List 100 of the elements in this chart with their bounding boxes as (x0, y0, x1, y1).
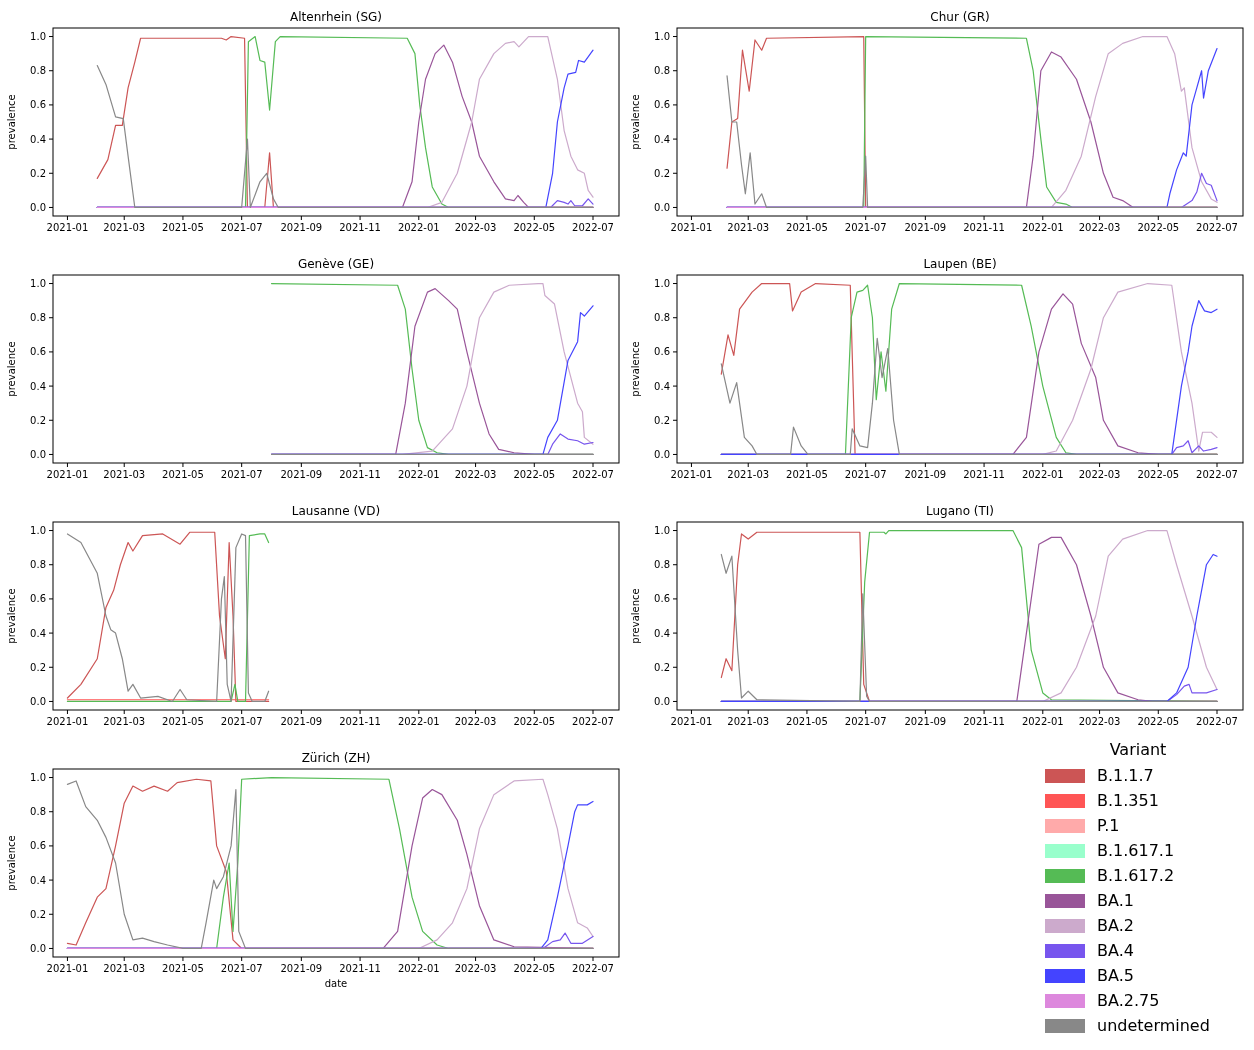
y-tick-label: 0.2 (654, 661, 670, 673)
legend-label: BA.2 (1097, 916, 1134, 935)
x-tick-label: 2022-01 (397, 222, 440, 233)
x-tick-label: 2021-07 (220, 716, 263, 727)
y-tick-label: 1.0 (30, 525, 46, 537)
legend-label: B.1.351 (1097, 791, 1159, 810)
x-tick-label: 2021-09 (280, 222, 323, 233)
y-tick-label: 0.6 (30, 346, 46, 358)
y-axis-title: prevalence (630, 94, 641, 150)
chart-title: Lugano (TI) (925, 504, 995, 518)
x-tick-label: 2022-07 (572, 716, 614, 727)
x-tick-label: 2021-03 (103, 469, 146, 480)
y-tick-label: 1.0 (30, 31, 46, 43)
x-tick-label: 2021-09 (280, 469, 323, 480)
y-axis-title: prevalence (6, 835, 17, 891)
x-tick-label: 2022-07 (572, 222, 614, 233)
x-tick-label: 2022-03 (1078, 222, 1121, 233)
legend-title: Variant (1109, 740, 1167, 759)
x-tick-label: 2021-03 (727, 716, 770, 727)
y-tick-label: 0.0 (654, 448, 670, 460)
x-tick-label: 2022-03 (454, 716, 497, 727)
x-tick-label: 2021-03 (727, 469, 770, 480)
x-tick-label: 2021-05 (786, 716, 828, 727)
x-tick-label: 2022-03 (1078, 469, 1121, 480)
x-tick-label: 2021-05 (162, 469, 204, 480)
x-tick-label: 2021-11 (339, 222, 381, 233)
x-tick-label: 2022-05 (1137, 222, 1180, 233)
y-tick-label: 0.6 (30, 99, 46, 111)
legend-label: undetermined (1097, 1016, 1210, 1035)
x-tick-label: 2022-05 (513, 469, 556, 480)
y-tick-label: 1.0 (654, 31, 670, 43)
x-tick-label: 2021-05 (786, 222, 828, 233)
x-tick-label: 2021-11 (963, 716, 1005, 727)
x-tick-label: 2022-05 (513, 222, 556, 233)
x-tick-label: 2021-07 (220, 963, 263, 974)
x-tick-label: 2022-01 (397, 716, 440, 727)
y-tick-label: 0.2 (654, 414, 670, 426)
legend-label: P.1 (1097, 816, 1120, 835)
x-tick-label: 2021-07 (220, 222, 263, 233)
chart-title: Zürich (ZH) (301, 751, 371, 765)
y-tick-label: 1.0 (654, 278, 670, 290)
legend-label: B.1.617.2 (1097, 866, 1175, 885)
x-tick-label: 2021-09 (904, 222, 947, 233)
x-tick-label: 2022-07 (1196, 716, 1238, 727)
legend-label: BA.1 (1097, 891, 1134, 910)
legend-label: B.1.1.7 (1097, 766, 1154, 785)
x-axis-title: date (324, 978, 348, 989)
x-tick-label: 2022-03 (454, 469, 497, 480)
x-tick-label: 2022-03 (454, 222, 497, 233)
chart-title: Laupen (BE) (923, 257, 997, 271)
y-tick-label: 0.6 (654, 593, 670, 605)
x-tick-label: 2022-01 (397, 963, 440, 974)
x-tick-label: 2021-01 (670, 469, 713, 480)
x-tick-label: 2021-05 (162, 716, 204, 727)
y-tick-label: 0.0 (654, 695, 670, 707)
x-tick-label: 2021-11 (339, 963, 381, 974)
x-tick-label: 2021-07 (844, 469, 887, 480)
legend-label: BA.4 (1097, 941, 1134, 960)
x-tick-label: 2021-09 (904, 716, 947, 727)
x-tick-label: 2022-07 (1196, 222, 1238, 233)
x-tick-label: 2021-11 (339, 716, 381, 727)
y-tick-label: 0.8 (30, 559, 46, 571)
x-tick-label: 2022-03 (1078, 716, 1121, 727)
y-axis-title: prevalence (6, 341, 17, 397)
y-tick-label: 0.2 (30, 908, 46, 920)
y-tick-label: 0.4 (30, 874, 46, 886)
chart-title: Chur (GR) (930, 10, 990, 24)
y-tick-label: 1.0 (30, 278, 46, 290)
y-tick-label: 0.8 (30, 806, 46, 818)
y-tick-label: 0.2 (30, 167, 46, 179)
x-tick-label: 2021-11 (963, 222, 1005, 233)
x-tick-label: 2021-07 (844, 716, 887, 727)
y-tick-label: 0.4 (654, 133, 670, 145)
y-tick-label: 0.2 (654, 167, 670, 179)
y-tick-label: 0.2 (30, 414, 46, 426)
y-tick-label: 0.0 (30, 695, 46, 707)
x-tick-label: 2022-01 (1021, 222, 1064, 233)
x-tick-label: 2021-01 (670, 222, 713, 233)
x-tick-label: 2021-03 (103, 963, 146, 974)
x-tick-label: 2021-11 (963, 469, 1005, 480)
x-tick-label: 2021-01 (670, 716, 713, 727)
y-tick-label: 0.8 (654, 559, 670, 571)
y-axis-title: prevalence (630, 588, 641, 644)
y-axis-title: prevalence (630, 341, 641, 397)
y-tick-label: 0.0 (30, 201, 46, 213)
x-tick-label: 2021-09 (904, 469, 947, 480)
y-tick-label: 0.8 (654, 65, 670, 77)
y-tick-label: 0.0 (30, 448, 46, 460)
x-tick-label: 2022-01 (397, 469, 440, 480)
x-tick-label: 2021-03 (103, 716, 146, 727)
x-tick-label: 2021-11 (339, 469, 381, 480)
y-tick-label: 0.4 (654, 380, 670, 392)
x-tick-label: 2021-05 (162, 222, 204, 233)
y-tick-label: 0.2 (30, 661, 46, 673)
legend-label: B.1.617.1 (1097, 841, 1175, 860)
x-tick-label: 2022-03 (454, 963, 497, 974)
chart-title: Genève (GE) (297, 257, 375, 271)
legend-label: BA.5 (1097, 966, 1134, 985)
y-tick-label: 0.6 (30, 840, 46, 852)
x-tick-label: 2022-07 (1196, 469, 1238, 480)
